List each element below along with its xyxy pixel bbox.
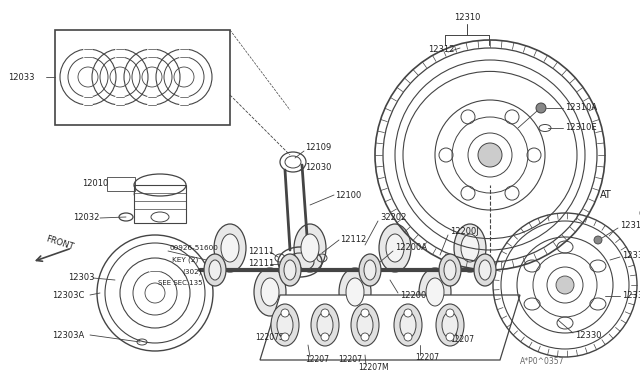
- Text: 12112: 12112: [340, 235, 366, 244]
- Ellipse shape: [301, 234, 319, 262]
- Ellipse shape: [271, 304, 299, 346]
- Ellipse shape: [364, 260, 376, 280]
- Text: 12331: 12331: [622, 291, 640, 299]
- Ellipse shape: [279, 254, 301, 286]
- Text: 12310A: 12310A: [620, 221, 640, 230]
- Ellipse shape: [221, 234, 239, 262]
- Ellipse shape: [294, 224, 326, 272]
- Text: 12207M: 12207M: [358, 363, 388, 372]
- Ellipse shape: [386, 234, 404, 262]
- Ellipse shape: [394, 304, 422, 346]
- Circle shape: [281, 309, 289, 317]
- Ellipse shape: [209, 260, 221, 280]
- Ellipse shape: [444, 260, 456, 280]
- Ellipse shape: [317, 312, 333, 338]
- Text: 12310E: 12310E: [565, 124, 596, 132]
- Circle shape: [361, 309, 369, 317]
- Text: 12207: 12207: [450, 336, 474, 344]
- Text: 12109: 12109: [305, 144, 332, 153]
- Circle shape: [281, 333, 289, 341]
- Ellipse shape: [419, 268, 451, 316]
- Ellipse shape: [400, 312, 416, 338]
- Text: 12310: 12310: [454, 13, 480, 22]
- Circle shape: [404, 309, 412, 317]
- Ellipse shape: [284, 260, 296, 280]
- Ellipse shape: [254, 268, 286, 316]
- Bar: [55, 30, 230, 125]
- Text: 12030: 12030: [305, 164, 332, 173]
- Ellipse shape: [359, 254, 381, 286]
- Ellipse shape: [474, 254, 496, 286]
- Ellipse shape: [346, 278, 364, 306]
- Bar: [107, 177, 135, 191]
- Polygon shape: [260, 295, 520, 360]
- Text: 00926-51600: 00926-51600: [170, 245, 219, 251]
- Ellipse shape: [454, 224, 486, 272]
- Ellipse shape: [351, 304, 379, 346]
- Text: 12111: 12111: [248, 260, 275, 269]
- Text: 12010: 12010: [82, 179, 108, 187]
- Text: 12111: 12111: [248, 247, 275, 257]
- Circle shape: [536, 103, 546, 113]
- Circle shape: [321, 309, 329, 317]
- Text: 12207: 12207: [338, 356, 362, 365]
- Text: A*P0^0357: A*P0^0357: [520, 357, 564, 366]
- Text: 12312: 12312: [428, 45, 454, 55]
- Ellipse shape: [436, 304, 464, 346]
- Text: 12333: 12333: [622, 250, 640, 260]
- Ellipse shape: [379, 224, 411, 272]
- Text: 12200A: 12200A: [395, 244, 427, 253]
- Bar: [134, 185, 186, 223]
- Text: 12200J: 12200J: [450, 228, 479, 237]
- Ellipse shape: [277, 312, 293, 338]
- Ellipse shape: [261, 278, 279, 306]
- Circle shape: [478, 143, 502, 167]
- Text: 12200: 12200: [400, 291, 426, 299]
- Text: 12100: 12100: [335, 190, 361, 199]
- Ellipse shape: [357, 312, 373, 338]
- Text: 12032: 12032: [73, 214, 99, 222]
- Ellipse shape: [439, 254, 461, 286]
- Text: 12303C: 12303C: [52, 291, 84, 299]
- Text: 12033: 12033: [8, 73, 35, 81]
- Text: 12330: 12330: [575, 330, 602, 340]
- Ellipse shape: [339, 268, 371, 316]
- Text: 12207S: 12207S: [255, 334, 284, 343]
- Text: KEY (2): KEY (2): [172, 257, 198, 263]
- Circle shape: [446, 333, 454, 341]
- Ellipse shape: [461, 234, 479, 262]
- Ellipse shape: [442, 312, 458, 338]
- Ellipse shape: [204, 254, 226, 286]
- Ellipse shape: [479, 260, 491, 280]
- Circle shape: [404, 333, 412, 341]
- Text: 32202: 32202: [380, 214, 406, 222]
- Text: 12310A: 12310A: [565, 103, 597, 112]
- Text: (302): (302): [182, 269, 202, 275]
- Text: 12303A: 12303A: [52, 330, 84, 340]
- Ellipse shape: [426, 278, 444, 306]
- Text: AT: AT: [600, 190, 612, 200]
- Text: 12207: 12207: [415, 353, 439, 362]
- Circle shape: [321, 333, 329, 341]
- Text: 12303: 12303: [68, 273, 95, 282]
- Circle shape: [446, 309, 454, 317]
- Text: SEE SEC.135: SEE SEC.135: [158, 280, 202, 286]
- Text: 12207: 12207: [305, 356, 329, 365]
- Circle shape: [594, 236, 602, 244]
- Text: FRONT: FRONT: [45, 234, 75, 252]
- Ellipse shape: [311, 304, 339, 346]
- Circle shape: [361, 333, 369, 341]
- Ellipse shape: [214, 224, 246, 272]
- Circle shape: [556, 276, 574, 294]
